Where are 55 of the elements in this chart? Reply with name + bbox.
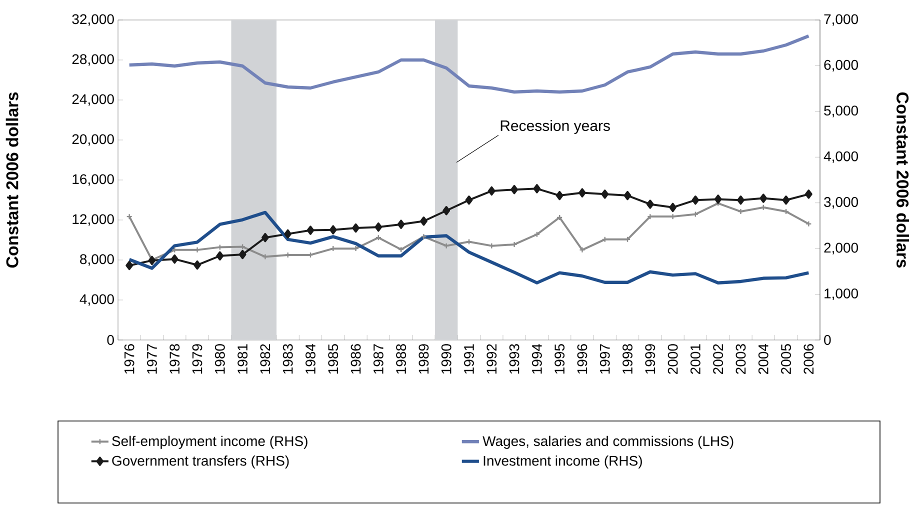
y-tick-label: 24,000 — [72, 94, 114, 106]
x-tick-label: 1977 — [147, 344, 157, 374]
x-tick-label: 1999 — [645, 344, 656, 374]
x-tick-label: 1984 — [306, 344, 316, 374]
y2-tick-label: 3,000 — [824, 197, 858, 209]
x-tick-label: 2001 — [690, 344, 700, 374]
x-tick-label: 1981 — [238, 344, 248, 374]
x-tick-label: 2002 — [713, 344, 724, 374]
y2-tick-label: 5,000 — [824, 106, 858, 118]
x-tick-label: 1980 — [214, 344, 225, 374]
x-tick-label: 1989 — [418, 344, 429, 374]
x-tick-label: 1995 — [554, 344, 565, 374]
legend-label: Investment income (RHS) — [484, 455, 642, 469]
x-tick-label: 1988 — [396, 344, 406, 374]
x-tick-label: 1993 — [509, 344, 520, 374]
x-tick-label: 1978 — [170, 344, 180, 374]
x-tick-label: 1997 — [600, 344, 610, 374]
legend-label: Wages, salaries and commissions (LHS) — [482, 436, 734, 449]
x-tick-label: 1979 — [192, 344, 202, 374]
legend-label: Self-employment income (RHS) — [112, 436, 308, 449]
x-tick-label: 1994 — [532, 344, 542, 374]
x-tick-label: 2004 — [758, 344, 768, 374]
band-label: Recession years — [500, 120, 610, 134]
x-tick-label: 1998 — [622, 344, 632, 374]
x-tick-label: 2006 — [804, 344, 814, 374]
legend-label: Government transfers (RHS) — [112, 455, 289, 469]
x-tick-label: 1987 — [373, 344, 384, 374]
y2-tick-label: 7,000 — [824, 14, 858, 26]
y2-tick-label: 0 — [824, 335, 831, 345]
x-tick-label: 1985 — [328, 344, 338, 374]
y-tick-label: 28,000 — [72, 54, 114, 66]
y2-tick-label: 1,000 — [824, 288, 858, 300]
x-tick-label: 1991 — [464, 344, 474, 374]
y-tick-label: 4,000 — [80, 294, 114, 306]
y-tick-label: 12,000 — [72, 214, 114, 226]
y-tick-label: 16,000 — [72, 174, 114, 186]
y-tick-label: 0 — [107, 335, 114, 345]
x-tick-label: 2005 — [781, 344, 791, 374]
y2-tick-label: 2,000 — [824, 242, 858, 254]
y2-axis-title: Constant 2006 dollars — [896, 92, 910, 268]
x-tick-label: 1982 — [260, 344, 270, 374]
x-tick-label: 1996 — [577, 344, 588, 374]
x-tick-label: 2003 — [736, 344, 746, 374]
x-tick-label: 1976 — [124, 344, 134, 374]
y2-tick-label: 4,000 — [824, 151, 858, 163]
x-tick-label: 2000 — [668, 344, 678, 374]
x-tick-label: 1986 — [350, 344, 361, 374]
y-axis-title: Constant 2006 dollars — [6, 92, 18, 268]
x-tick-label: 1990 — [441, 344, 452, 374]
y2-tick-label: 6,000 — [824, 60, 858, 72]
y-tick-label: 8,000 — [80, 254, 114, 266]
y-tick-label: 20,000 — [72, 134, 114, 146]
x-tick-label: 1983 — [282, 344, 293, 374]
x-tick-label: 1992 — [486, 344, 497, 374]
y-tick-label: 32,000 — [72, 14, 114, 26]
